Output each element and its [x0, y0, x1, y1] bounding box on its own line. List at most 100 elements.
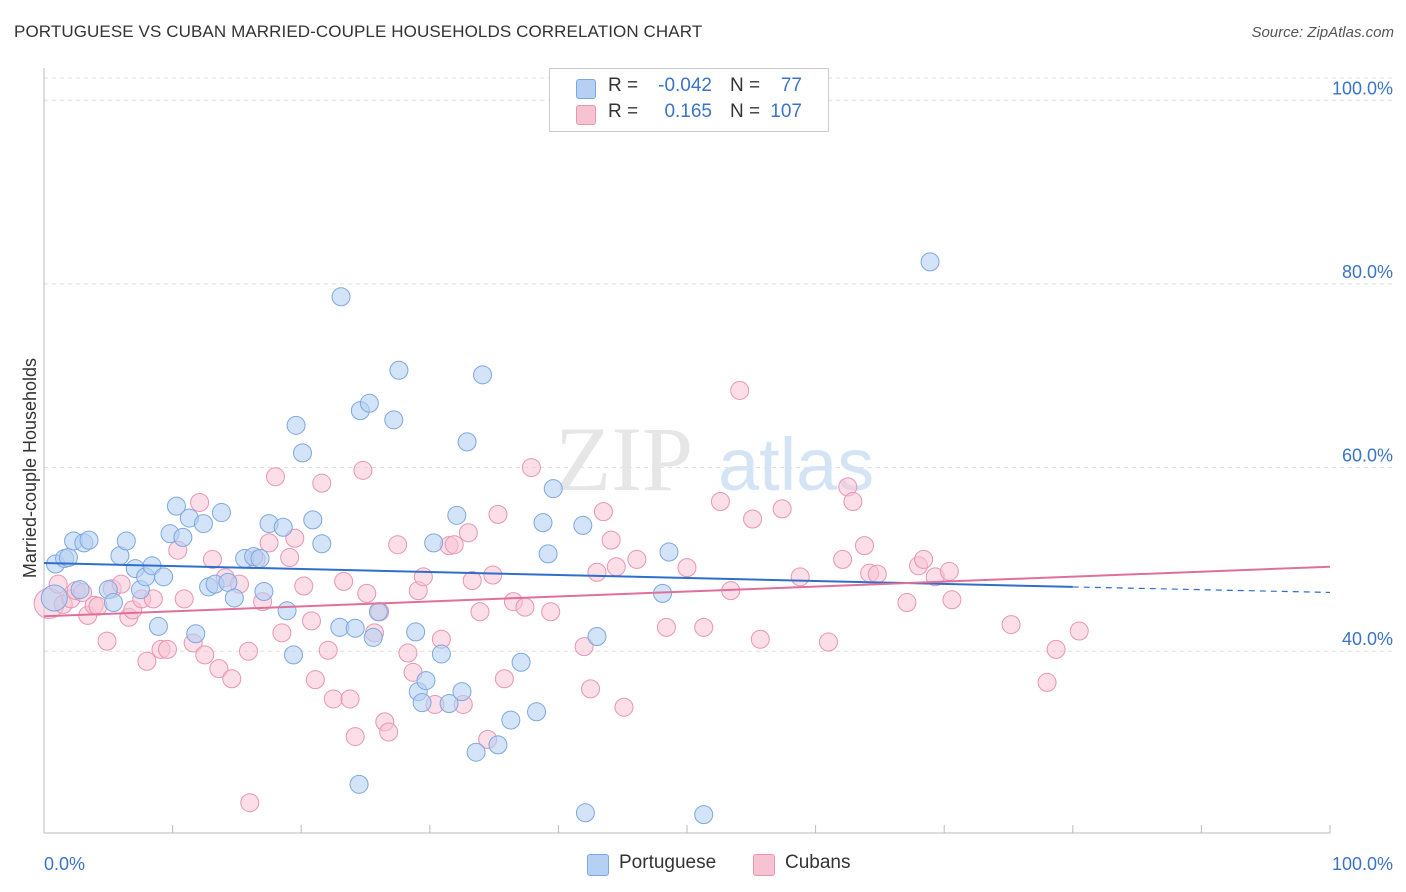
- y-tick-label: 80.0%: [1342, 262, 1393, 282]
- portuguese-trend-extension: [1072, 586, 1331, 594]
- portuguese-point: [501, 710, 521, 730]
- cubans-point: [587, 562, 607, 582]
- portuguese-point: [694, 805, 714, 825]
- y-axis-label: Married-couple Households: [20, 358, 40, 578]
- portuguese-point: [303, 510, 323, 530]
- cubans-point: [574, 637, 594, 657]
- cubans-point: [444, 535, 464, 555]
- portuguese-point: [166, 496, 186, 516]
- y-tick-label: 100.0%: [1332, 78, 1393, 98]
- portuguese-point: [312, 534, 332, 554]
- portuguese-point: [511, 652, 531, 672]
- portuguese-point: [416, 671, 436, 691]
- cubans-point: [259, 533, 279, 553]
- portuguese-point: [920, 252, 940, 272]
- portuguese-point: [447, 505, 467, 525]
- portuguese-swatch: [576, 79, 596, 99]
- x-tick-label-min: 0.0%: [44, 854, 85, 874]
- cubans-point: [312, 473, 332, 493]
- portuguese-point: [363, 627, 383, 647]
- cubans-point: [323, 689, 343, 709]
- cubans-point: [462, 571, 482, 591]
- portuguese-point: [452, 682, 472, 702]
- portuguese-point: [384, 410, 404, 430]
- cubans-point: [593, 502, 613, 522]
- cubans-point: [88, 596, 108, 616]
- portuguese-point: [103, 593, 123, 613]
- legend-label-cubans: Cubans: [785, 852, 851, 873]
- legend-row-cubans: R = 0.165 N = 107: [550, 101, 828, 127]
- cubans-point: [1046, 639, 1066, 659]
- portuguese-point: [40, 584, 68, 612]
- portuguese-point: [439, 694, 459, 714]
- cubans-point: [939, 561, 959, 581]
- portuguese-point: [186, 624, 206, 644]
- cubans-point: [897, 593, 917, 613]
- cubans-point: [790, 567, 810, 587]
- portuguese-point: [406, 622, 426, 642]
- portuguese-point: [277, 601, 297, 621]
- legend-n-label: N =: [730, 101, 761, 122]
- cubans-point: [730, 380, 750, 400]
- cubans-point: [515, 597, 535, 617]
- cubans-point: [942, 590, 962, 610]
- cubans-point: [843, 492, 863, 512]
- cubans-point: [694, 617, 714, 637]
- cubans-point: [174, 589, 194, 609]
- portuguese-point: [424, 533, 444, 553]
- cubans-point: [238, 641, 258, 661]
- legend-r-label: R =: [608, 101, 639, 122]
- cubans-point: [340, 689, 360, 709]
- cubans-point: [388, 535, 408, 555]
- cubans-point: [305, 670, 325, 690]
- cubans-point: [458, 523, 478, 543]
- portuguese-point: [283, 645, 303, 665]
- source-label: Source: ZipAtlas.com: [1251, 24, 1394, 41]
- portuguese-point: [431, 644, 451, 664]
- cubans-point: [521, 458, 541, 478]
- cubans-point: [1069, 621, 1089, 641]
- x-tick-label-max: 100.0%: [1332, 854, 1393, 874]
- cubans-point: [750, 629, 770, 649]
- legend-label-portuguese: Portuguese: [619, 852, 717, 873]
- cubans-point: [301, 611, 321, 631]
- cubans-point: [1001, 615, 1021, 635]
- cubans-point: [379, 722, 399, 742]
- cubans-point: [265, 467, 285, 487]
- cubans-point: [318, 640, 338, 660]
- cubans-point: [280, 548, 300, 568]
- cubans-point: [867, 564, 887, 584]
- portuguese-swatch: [587, 854, 609, 876]
- portuguese-point: [543, 479, 563, 499]
- legend-n-value: 107: [770, 101, 802, 122]
- portuguese-point: [254, 582, 274, 602]
- cubans-trend-line: [43, 565, 1331, 618]
- cubans-point: [202, 549, 222, 569]
- portuguese-point: [412, 693, 432, 713]
- cubans-point: [137, 651, 157, 671]
- legend-r-value: 0.165: [664, 101, 712, 122]
- portuguese-point: [70, 580, 90, 600]
- cubans-point: [614, 697, 634, 717]
- portuguese-point: [116, 531, 136, 551]
- cubans-swatch: [576, 105, 596, 125]
- cubans-point: [833, 549, 853, 569]
- cubans-point: [772, 499, 792, 519]
- cubans-point: [294, 576, 314, 596]
- portuguese-point: [368, 602, 388, 622]
- portuguese-point: [473, 365, 493, 385]
- portuguese-point: [575, 803, 595, 823]
- portuguese-point: [273, 517, 293, 537]
- portuguese-point: [349, 774, 369, 794]
- cubans-point: [190, 492, 210, 512]
- y-tick-label: 60.0%: [1342, 446, 1393, 466]
- cubans-point: [157, 639, 177, 659]
- cubans-point: [353, 460, 373, 480]
- legend-r-value: -0.042: [658, 75, 712, 96]
- cubans-point: [357, 583, 377, 603]
- cubans-point: [398, 643, 418, 663]
- portuguese-point: [659, 542, 679, 562]
- portuguese-point: [211, 503, 231, 523]
- cubans-point: [222, 669, 242, 689]
- chart-title: PORTUGUESE VS CUBAN MARRIED-COUPLE HOUSE…: [14, 22, 703, 41]
